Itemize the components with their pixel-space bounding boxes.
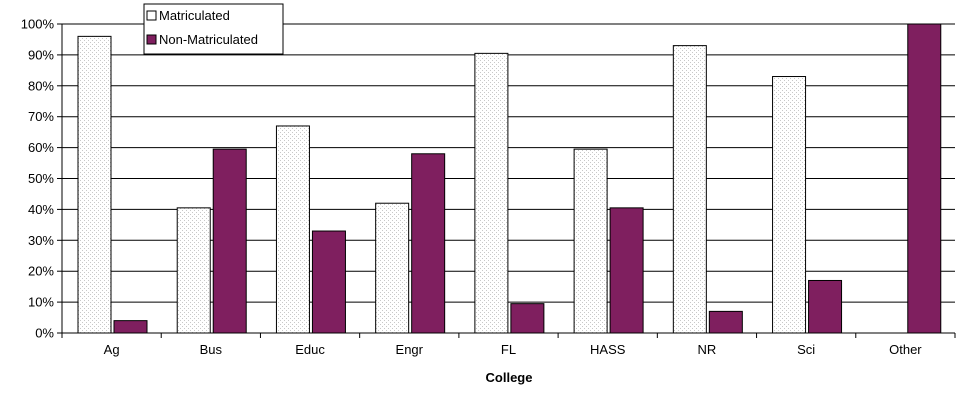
bars [77,23,942,334]
legend-label: Matriculated [159,8,230,23]
x-tick-label: Bus [200,342,223,357]
x-tick-label: Ag [104,342,120,357]
y-tick-label: 10% [28,295,54,310]
x-tick-label: HASS [590,342,626,357]
bar-matriculated-fl [474,52,509,334]
legend-box [143,3,284,55]
bar-matriculated-sci [772,76,807,334]
bar-non-matriculated-engr [411,153,446,334]
y-tick-label: 40% [28,202,54,217]
y-tick-label: 60% [28,140,54,155]
y-tick-label: 0% [35,326,54,341]
y-tick-label: 80% [28,78,54,93]
y-tick-label: 50% [28,171,54,186]
bar-non-matriculated-ag [113,320,148,334]
y-tick-label: 70% [28,109,54,124]
bar-non-matriculated-other [907,23,942,334]
y-tick-label: 100% [21,17,55,32]
x-tick-label: Other [889,342,922,357]
x-tick-label: Engr [396,342,424,357]
legend: Matriculated Non-Matriculated [143,3,284,55]
bar-non-matriculated-hass [609,207,644,334]
bar-matriculated-bus [176,207,211,334]
y-tick-label: 20% [28,264,54,279]
bar-non-matriculated-educ [311,230,346,334]
gridlines [62,23,955,303]
y-axis: 0% 10% 20% 30% 40% 50% 60% 70% 80% 90% 100% [21,17,62,341]
x-tick-label: FL [501,342,516,357]
x-tick-label: Educ [295,342,325,357]
bar-matriculated-engr [375,202,410,334]
x-tick-label: Sci [797,342,815,357]
x-axis: Ag Bus Educ Engr FL HASS NR Sci Other [61,333,956,357]
bar-matriculated-nr [672,45,707,334]
x-axis-title: College [486,370,533,385]
legend-swatch [146,34,157,45]
bar-non-matriculated-sci [808,279,843,334]
bar-non-matriculated-bus [212,148,247,334]
bar-matriculated-educ [275,125,310,334]
axes [61,24,955,334]
bar-non-matriculated-fl [510,303,545,334]
y-tick-label: 90% [28,47,54,62]
bar-non-matriculated-nr [708,310,743,334]
bar-matriculated-hass [573,148,608,334]
bar-matriculated-ag [77,35,112,334]
x-tick-label: NR [698,342,717,357]
y-tick-label: 30% [28,233,54,248]
legend-swatch [146,10,157,21]
legend-label: Non-Matriculated [159,32,258,47]
